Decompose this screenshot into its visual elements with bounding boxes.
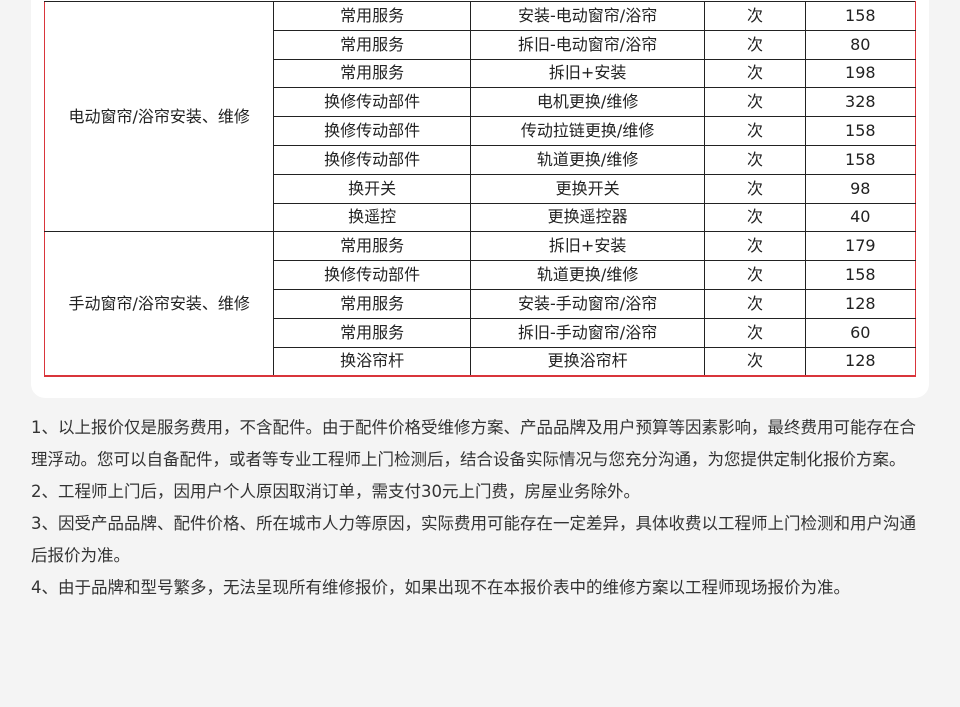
price-table: 电动窗帘/浴帘安装、维修 常用服务 安装-电动窗帘/浴帘次 158 常用服务 拆旧-电动窗… xyxy=(43,0,917,378)
price-cell: 158 xyxy=(804,260,917,290)
category-cell: 电动窗帘/浴帘安装、维修 xyxy=(43,0,275,233)
price-cell: 128 xyxy=(804,288,917,319)
type-cell: 常用服务 xyxy=(273,288,471,319)
type-cell: 换修传动部件 xyxy=(273,116,471,146)
item-cell: 更换浴帘杆 xyxy=(469,346,706,378)
price-cell: 40 xyxy=(804,202,917,233)
price-cell: 128 xyxy=(804,346,917,378)
table-row: 换修传动部件 电机更换/维修次 328 xyxy=(45,87,917,118)
item-cell: 轨道更换/维修 xyxy=(469,260,706,290)
item-cell: 拆旧-电动窗帘/浴帘 xyxy=(469,29,706,60)
type-cell: 换浴帘杆 xyxy=(273,346,471,378)
unit-cell: 次 xyxy=(704,173,806,204)
item-cell: 安装-手动窗帘/浴帘 xyxy=(469,288,706,319)
price-cell: 60 xyxy=(804,317,917,348)
note-3: 3、因受产品品牌、配件价格、所在城市人力等原因，实际费用可能存在一定差异，具体收… xyxy=(31,514,916,565)
unit-cell: 次 xyxy=(704,58,806,89)
unit-cell: 次 xyxy=(704,202,806,233)
unit-cell: 次 xyxy=(704,260,806,290)
unit-cell: 次 xyxy=(704,317,806,348)
unit-cell: 次 xyxy=(704,29,806,60)
table-row: 常用服务 拆旧+安装次 198 xyxy=(45,58,917,89)
table-row: 常用服务 拆旧-电动窗帘/浴帘次 80 xyxy=(45,29,917,60)
type-cell: 常用服务 xyxy=(273,1,471,31)
type-cell: 换开关 xyxy=(273,173,471,204)
type-cell: 常用服务 xyxy=(273,58,471,89)
type-cell: 换修传动部件 xyxy=(273,87,471,118)
item-cell: 拆旧-手动窗帘/浴帘 xyxy=(469,317,706,348)
type-cell: 换修传动部件 xyxy=(273,260,471,290)
type-cell: 常用服务 xyxy=(273,317,471,348)
price-cell: 328 xyxy=(804,87,917,118)
table-row: 电动窗帘/浴帘安装、维修 常用服务 安装-电动窗帘/浴帘次 158 xyxy=(43,0,917,233)
unit-cell: 次 xyxy=(704,87,806,118)
unit-cell: 次 xyxy=(704,116,806,146)
price-cell: 198 xyxy=(804,58,917,89)
price-cell: 158 xyxy=(804,116,917,146)
item-cell: 更换开关 xyxy=(469,173,706,204)
item-cell: 传动拉链更换/维修 xyxy=(469,116,706,146)
price-cell: 158 xyxy=(804,1,917,31)
type-cell: 常用服务 xyxy=(273,231,471,262)
type-cell: 换修传动部件 xyxy=(273,144,471,175)
table-row: 手动窗帘/浴帘安装、维修 常用服务 拆旧+安装次 179 xyxy=(43,231,917,378)
note-4: 4、由于品牌和型号繁多，无法呈现所有维修报价，如果出现不在本报价表中的维修方案以… xyxy=(31,578,850,597)
table-row: 换修传动部件 传动拉链更换/维修次 158 xyxy=(45,116,917,146)
price-cell: 158 xyxy=(804,144,917,175)
item-cell: 拆旧+安装 xyxy=(469,58,706,89)
price-cell: 80 xyxy=(804,29,917,60)
unit-cell: 次 xyxy=(704,1,806,31)
notes-section: 1、以上报价仅是服务费用，不含配件。由于配件价格受维修方案、产品品牌及用户预算等… xyxy=(31,412,931,604)
note-2: 2、工程师上门后，因用户个人原因取消订单，需支付30元上门费，房屋业务除外。 xyxy=(31,482,640,501)
table-row: 换修传动部件 轨道更换/维修次 158 xyxy=(45,144,917,175)
item-cell: 安装-电动窗帘/浴帘 xyxy=(469,1,706,31)
type-cell: 常用服务 xyxy=(273,29,471,60)
unit-cell: 次 xyxy=(704,231,806,262)
item-cell: 拆旧+安装 xyxy=(469,231,706,262)
unit-cell: 次 xyxy=(704,288,806,319)
price-cell: 179 xyxy=(804,231,917,262)
price-cell: 98 xyxy=(804,173,917,204)
item-cell: 轨道更换/维修 xyxy=(469,144,706,175)
item-cell: 更换遥控器 xyxy=(469,202,706,233)
unit-cell: 次 xyxy=(704,346,806,378)
table-row: 换浴帘杆 更换浴帘杆次 128 xyxy=(45,346,917,378)
category-cell: 手动窗帘/浴帘安装、维修 xyxy=(43,231,275,378)
table-row: 换开关 更换开关次 98 xyxy=(45,173,917,204)
unit-cell: 次 xyxy=(704,144,806,175)
item-cell: 电机更换/维修 xyxy=(469,87,706,118)
note-1: 1、以上报价仅是服务费用，不含配件。由于配件价格受维修方案、产品品牌及用户预算等… xyxy=(31,418,916,469)
type-cell: 换遥控 xyxy=(273,202,471,233)
